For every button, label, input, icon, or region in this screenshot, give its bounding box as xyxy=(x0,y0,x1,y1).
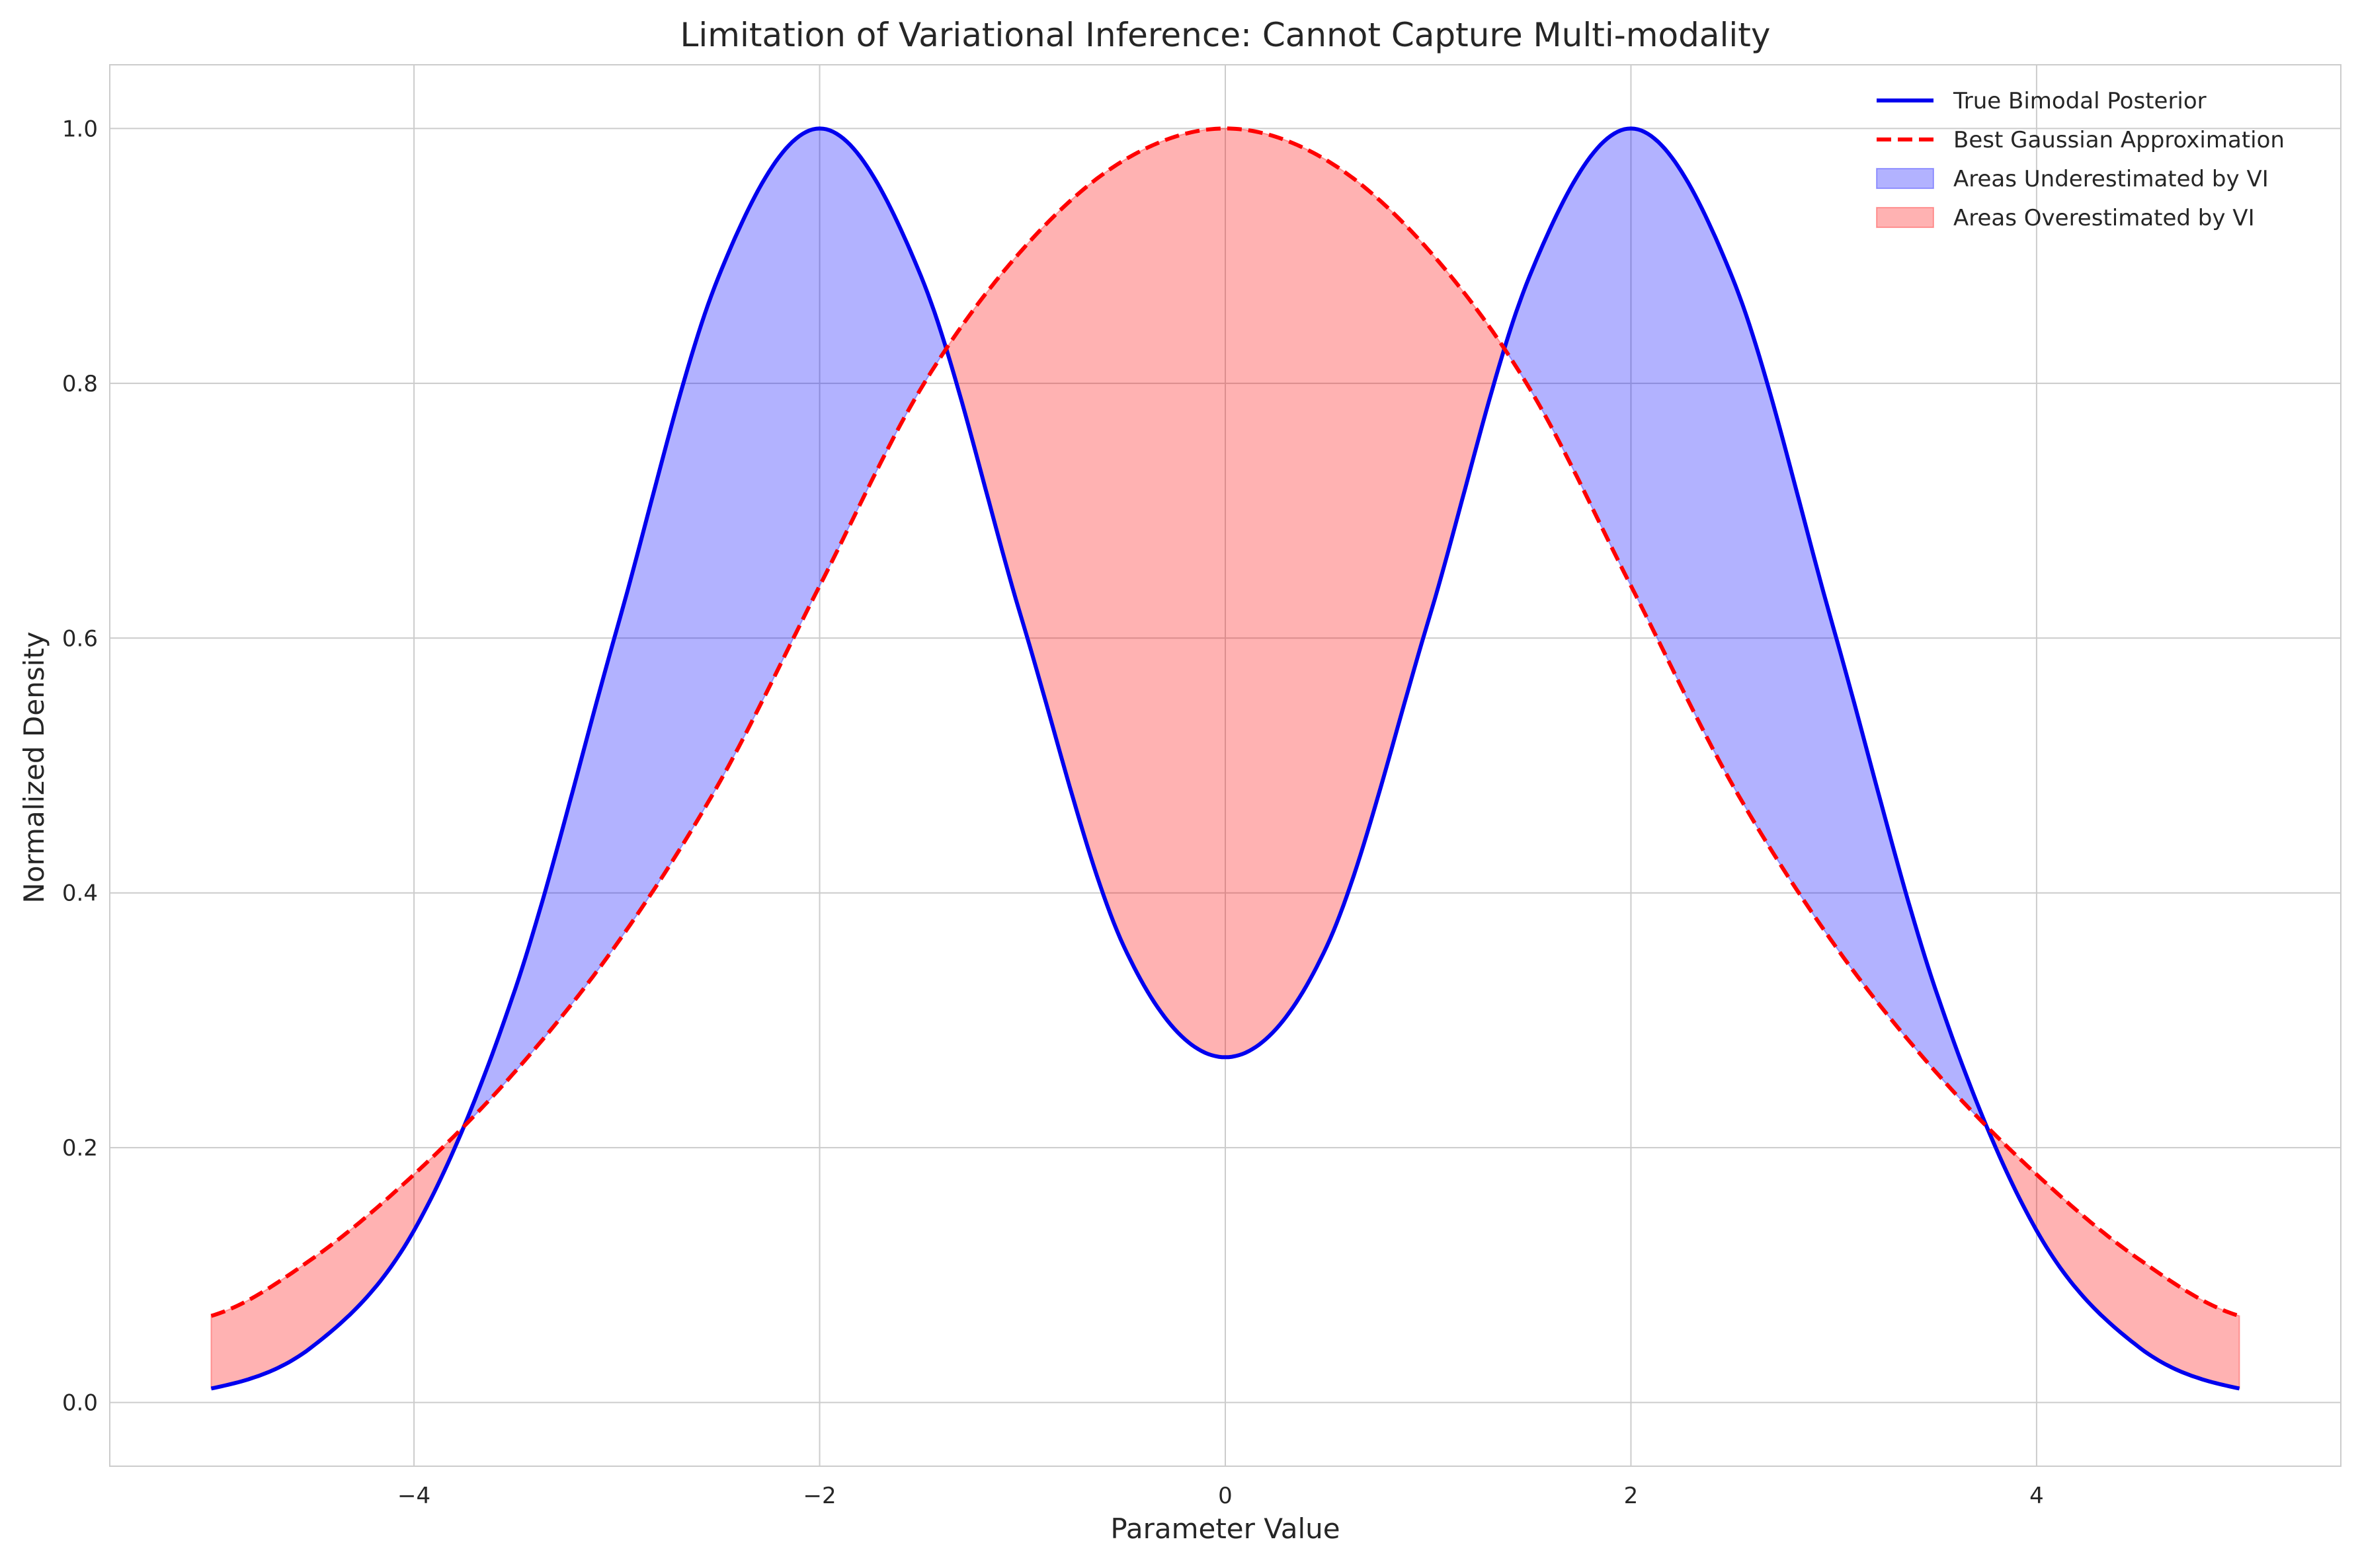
x-tick-label: −2 xyxy=(803,1483,836,1509)
legend-fill-swatch xyxy=(1876,168,1934,189)
legend-label: Areas Overestimated by VI xyxy=(1953,205,2255,231)
x-axis-label: Parameter Value xyxy=(1110,1512,1340,1545)
legend-fill-swatch xyxy=(1876,207,1934,228)
underestimated-area xyxy=(1505,128,1987,1128)
y-axis-label: Normalized Density xyxy=(18,631,50,903)
y-tick-label: 0.2 xyxy=(62,1135,98,1161)
y-tick-label: 0.0 xyxy=(62,1390,98,1417)
y-tick-label: 1.0 xyxy=(62,116,98,142)
x-tick-label: 0 xyxy=(1218,1483,1233,1509)
plot-frame xyxy=(109,64,2341,1467)
y-tick-label: 0.4 xyxy=(62,881,98,907)
overestimated-area xyxy=(947,128,1504,1058)
y-tick-label: 0.6 xyxy=(62,625,98,652)
legend-label: True Bimodal Posterior xyxy=(1953,88,2207,114)
grid-lines xyxy=(110,65,2341,1466)
chart-title: Limitation of Variational Inference: Can… xyxy=(680,16,1771,54)
x-tick-label: −4 xyxy=(397,1483,430,1509)
legend-label: Areas Underestimated by VI xyxy=(1953,166,2269,192)
legend-label: Best Gaussian Approximation xyxy=(1953,127,2285,153)
series-lines xyxy=(210,126,2240,1391)
gaussian-approximation-line xyxy=(210,126,2240,1318)
y-tick-label: 0.8 xyxy=(62,371,98,397)
true-posterior-line xyxy=(210,126,2240,1391)
legend: True Bimodal Posterior Best Gaussian Appr… xyxy=(1876,88,2285,231)
tick-labels: −4 −2 0 2 4 0.0 0.2 0.4 0.6 0.8 1.0 xyxy=(62,116,2044,1509)
underestimated-area xyxy=(464,128,946,1128)
x-tick-label: 2 xyxy=(1624,1483,1639,1509)
x-tick-label: 4 xyxy=(2029,1483,2044,1509)
